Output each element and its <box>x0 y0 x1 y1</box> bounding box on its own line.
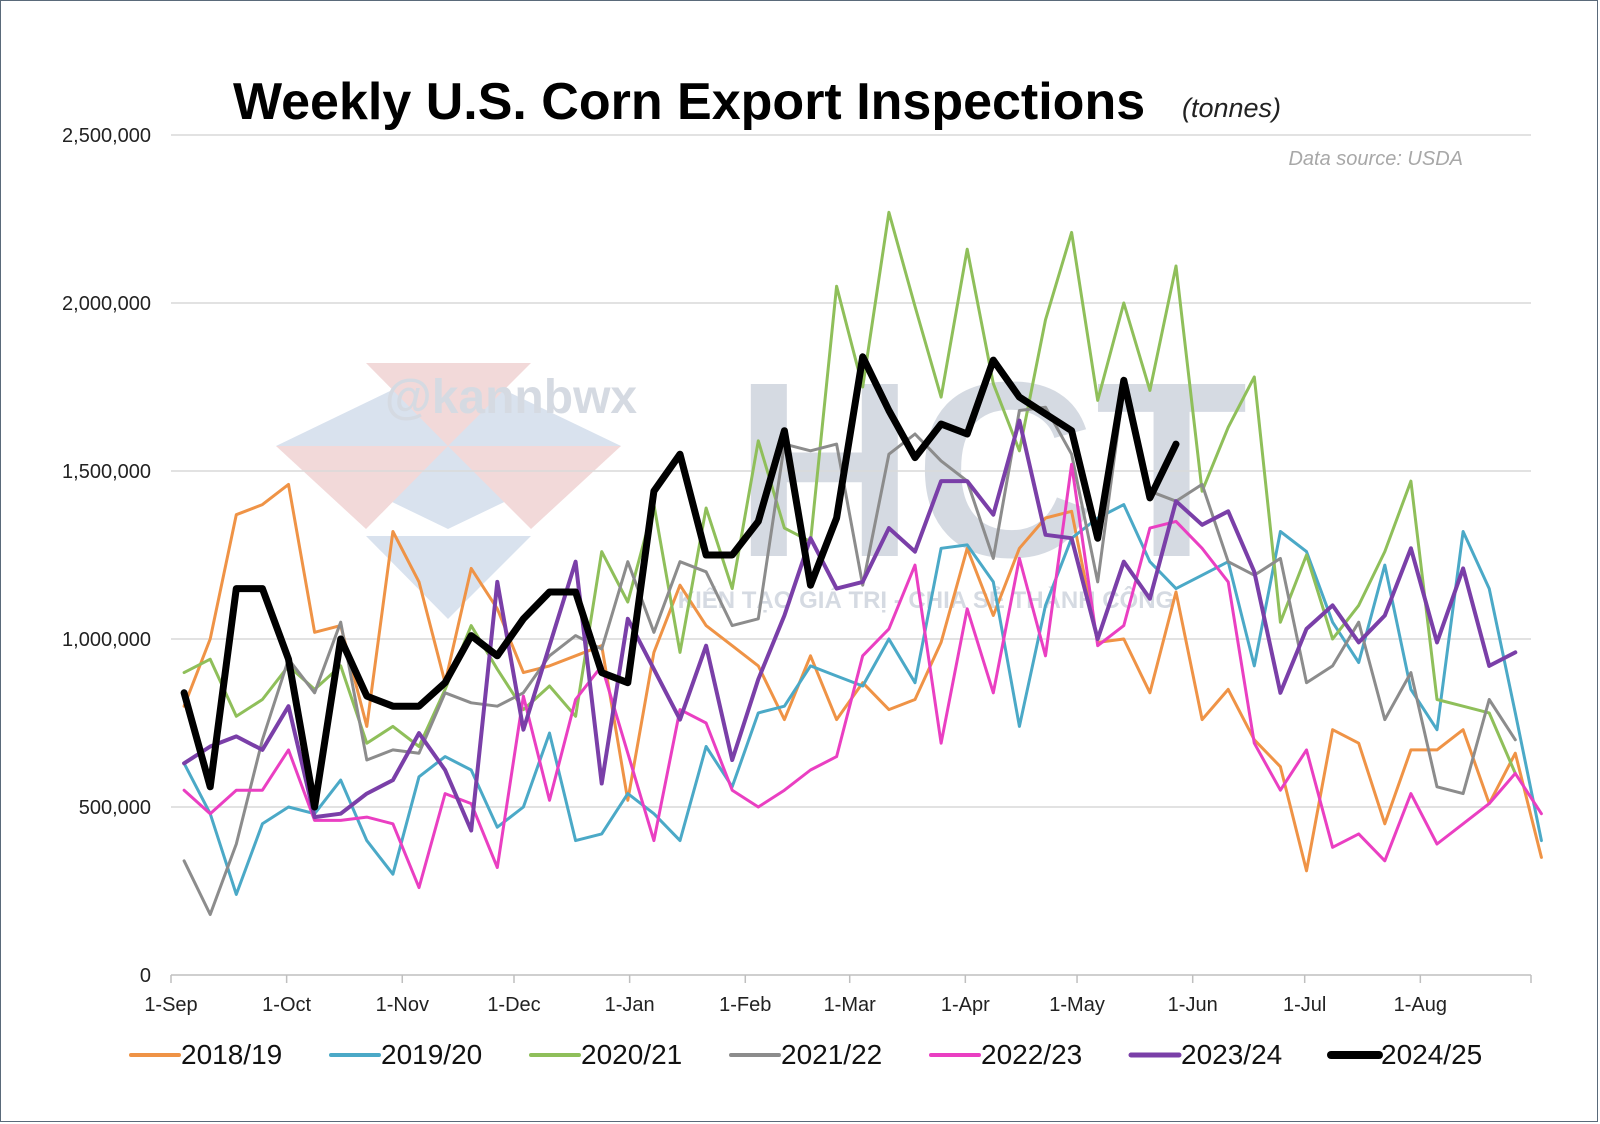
y-tick-label: 0 <box>140 965 151 987</box>
watermark-triangle-top <box>366 363 531 446</box>
legend-label: 2023/24 <box>1181 1039 1282 1070</box>
y-tick-label: 2,000,000 <box>62 293 151 315</box>
legend-label: 2019/20 <box>381 1039 482 1070</box>
y-tick-label: 2,500,000 <box>62 125 151 147</box>
legend: 2018/19 2019/20 2020/21 2021/22 2022/23 2023/… <box>129 1039 1482 1070</box>
legend-label: 2022/23 <box>981 1039 1082 1070</box>
chart-unit: (tonnes) <box>1182 93 1281 123</box>
x-tick-label: 1-Oct <box>262 994 311 1016</box>
x-tick-label: 1-Apr <box>941 994 990 1016</box>
watermark-logo: HCT @kannbwx KIẾN TẠO GIÁ TRỊ - CHIA SẺ … <box>276 330 1248 619</box>
legend-label: 2018/19 <box>181 1039 282 1070</box>
x-tick-label: 1-Jan <box>605 994 655 1016</box>
x-tick-label: 1-Feb <box>719 994 771 1016</box>
x-tick-label: 1-Nov <box>376 994 429 1016</box>
series-line-2020-21 <box>182 210 1517 775</box>
x-tick-label: 1-Aug <box>1394 994 1447 1016</box>
y-tick-label: 1,000,000 <box>62 629 151 651</box>
series-lines <box>180 210 1543 916</box>
legend-label: 2021/22 <box>781 1039 882 1070</box>
y-tick-label: 1,500,000 <box>62 461 151 483</box>
x-tick-label: 1-Jun <box>1168 994 1218 1016</box>
x-tick-label: 1-May <box>1049 994 1105 1016</box>
legend-label: 2020/21 <box>581 1039 682 1070</box>
series-line-2023-24 <box>182 418 1518 833</box>
series-line-2022-23 <box>182 462 1543 890</box>
watermark-diamond-left <box>276 363 621 529</box>
x-tick-label: 1-Sep <box>144 994 197 1016</box>
data-source-note: Data source: USDA <box>1288 148 1463 170</box>
y-tick-label: 500,000 <box>79 797 151 819</box>
series-line-2019-20 <box>182 503 1543 896</box>
watermark-tagline: KIẾN TẠO GIÁ TRỊ - CHIA SẺ THÀNH CÔNG <box>678 585 1174 614</box>
watermark-triangle-right <box>448 446 621 529</box>
series-line-2024-25 <box>180 353 1180 811</box>
legend-label: 2024/25 <box>1381 1039 1482 1070</box>
x-tick-label: 1-Dec <box>487 994 540 1016</box>
x-axis: 1-Sep 1-Oct 1-Nov 1-Dec 1-Jan 1-Feb 1-Mar 1-Apr… <box>144 974 1532 1016</box>
watermark-handle: @kannbwx <box>385 371 637 424</box>
y-axis-ticks: 0 500,000 1,000,000 1,500,000 2,000,000 2,500… <box>62 125 151 987</box>
x-tick-label: 1-Mar <box>824 994 877 1016</box>
x-tick-label: 1-Jul <box>1283 994 1326 1016</box>
series-line-2018-19 <box>182 482 1543 873</box>
watermark-triangle-left <box>276 446 448 529</box>
series-line-2021-22 <box>182 385 1517 916</box>
chart-title: Weekly U.S. Corn Export Inspections <box>233 73 1145 131</box>
